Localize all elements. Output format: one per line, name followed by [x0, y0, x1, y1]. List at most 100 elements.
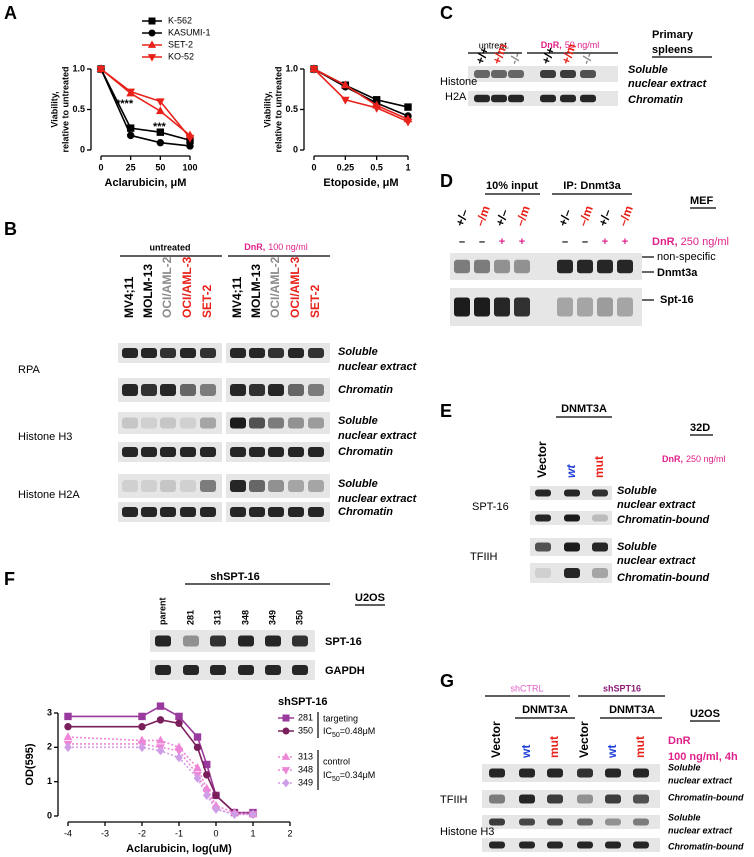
band [183, 665, 199, 675]
band [540, 70, 556, 78]
label-part: DnR, [541, 40, 562, 50]
label-part: 50 ng/ml [565, 40, 600, 50]
marker [193, 763, 202, 771]
band [122, 348, 138, 358]
condition: untreat. [479, 40, 510, 50]
lane-label: Vector [489, 721, 503, 758]
group-label: targeting [323, 713, 358, 723]
lane-label: 313 [212, 610, 222, 625]
source-label: spleens [652, 44, 693, 56]
marker [156, 139, 165, 147]
treatment-label: + [602, 236, 608, 248]
fraction-label: Soluble [338, 415, 378, 427]
panel-letter: C [440, 3, 453, 23]
band [292, 665, 308, 675]
band [230, 447, 246, 457]
series-line [313, 68, 409, 120]
genotype-label: +/– [596, 207, 615, 228]
band [122, 384, 138, 396]
label-part: =0.34μM [340, 770, 375, 780]
band [268, 480, 284, 492]
band [577, 768, 593, 778]
band [155, 665, 171, 675]
y-tick-label: 0 [80, 144, 85, 154]
band [605, 794, 621, 804]
marker [340, 80, 350, 89]
label-part: DnR, [652, 236, 678, 248]
legend-title: shSPT-16 [278, 696, 328, 708]
fraction-label: nuclear extract [338, 430, 418, 442]
treatment-label: – [582, 236, 588, 248]
protein-label: Histone [440, 76, 477, 88]
marker [156, 716, 165, 724]
y-tick-label: 2 [47, 742, 52, 752]
label-part: 50 [332, 732, 340, 739]
band [474, 259, 490, 274]
group-label: control [323, 756, 350, 766]
legend-label: SET-2 [168, 39, 193, 49]
y-tick-label: 0 [47, 810, 52, 820]
x-tick-label: 100 [182, 162, 197, 172]
band [160, 417, 176, 429]
treatment-label: DnR, 250 ng/ml [662, 454, 726, 464]
marker [175, 712, 183, 721]
fraction-label: nuclear extract [338, 361, 418, 373]
lane-label: mut [633, 736, 647, 758]
label-part: =0.48μM [340, 726, 375, 736]
x-tick-label: -1 [175, 828, 183, 838]
band [577, 794, 593, 804]
band [141, 447, 157, 457]
y-axis-label: relative to untreated [60, 66, 70, 152]
panel-letter: D [440, 171, 453, 191]
genotype-label: -/- [507, 51, 524, 66]
band-label: Spt-16 [660, 294, 694, 306]
treatment-label: + [622, 236, 628, 248]
band [580, 94, 596, 103]
marker [156, 128, 165, 136]
y-axis-label: OD(595) [24, 743, 36, 786]
x-axis-label: Etoposide, μM [323, 177, 398, 189]
x-tick-label: 25 [126, 162, 136, 172]
band [633, 818, 649, 826]
series-line [68, 719, 254, 816]
band [474, 70, 490, 78]
band [577, 818, 593, 826]
band [489, 818, 505, 826]
lane-label: SET-2 [200, 284, 214, 318]
group-label: shSPT16 [603, 683, 641, 693]
band [122, 480, 138, 492]
label-part: DnR, [662, 454, 683, 464]
legend-label: 281 [298, 712, 313, 722]
band [249, 507, 265, 517]
lane-label: MV4;11 [122, 276, 136, 318]
band [633, 841, 649, 849]
band [292, 635, 308, 647]
marker [96, 65, 106, 74]
lane-label: 348 [240, 610, 250, 625]
fraction-label: Soluble [617, 541, 657, 553]
band [160, 348, 176, 358]
lane-label: 350 [294, 610, 304, 625]
ic50-label: IC50=0.34μM [323, 770, 375, 783]
group-label: IP: Dnmt3a [563, 180, 621, 192]
lane-label: MOLM-13 [249, 264, 263, 318]
band [288, 480, 304, 492]
band [160, 384, 176, 396]
marker [175, 753, 183, 763]
marker [193, 773, 202, 783]
band [633, 794, 649, 804]
band [122, 507, 138, 517]
band [200, 480, 216, 492]
fraction-label: Chromatin-bound [668, 792, 744, 802]
band [230, 417, 246, 429]
band [577, 841, 593, 849]
band [249, 417, 265, 429]
fraction-label: Chromatin [628, 94, 683, 106]
x-tick-label: -2 [138, 828, 146, 838]
panel-letter: A [4, 3, 17, 23]
y-tick-label: 3 [47, 707, 52, 717]
band [288, 384, 304, 396]
fraction-label: Chromatin [338, 384, 393, 396]
marker [63, 732, 73, 741]
band [547, 794, 563, 804]
